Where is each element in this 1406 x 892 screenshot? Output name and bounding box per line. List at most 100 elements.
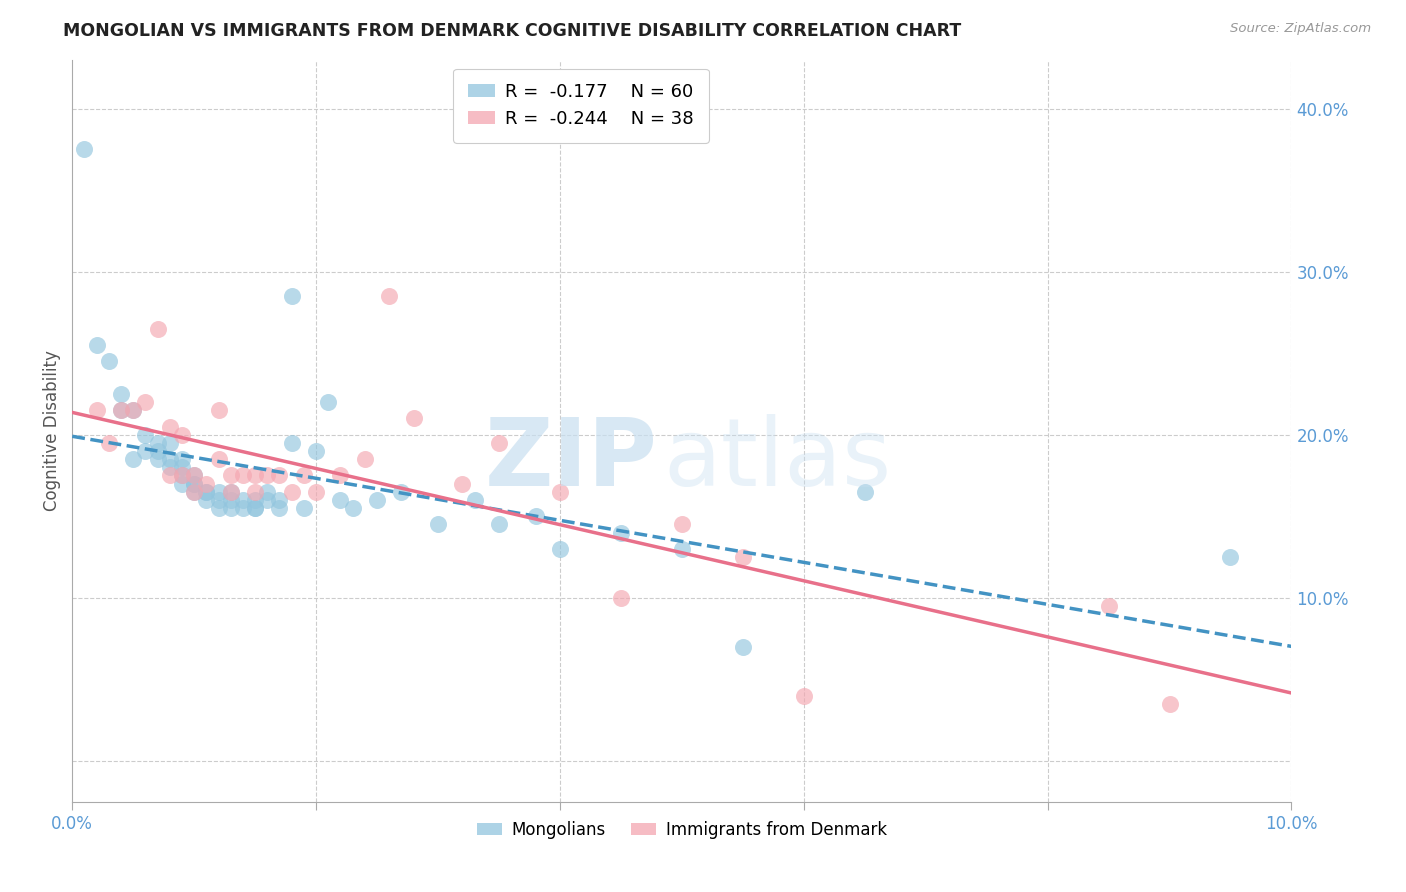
Text: ZIP: ZIP xyxy=(485,414,658,507)
Point xyxy=(292,468,315,483)
Point xyxy=(548,484,571,499)
Point xyxy=(329,468,352,483)
Point xyxy=(793,689,815,703)
Point xyxy=(243,484,266,499)
Point xyxy=(134,395,156,409)
Point xyxy=(146,435,169,450)
Point xyxy=(305,444,328,458)
Point xyxy=(183,468,205,483)
Point xyxy=(170,427,193,442)
Point xyxy=(110,387,132,401)
Point xyxy=(256,492,278,507)
Point xyxy=(207,492,229,507)
Point xyxy=(183,476,205,491)
Point xyxy=(146,452,169,467)
Point xyxy=(110,403,132,417)
Point xyxy=(159,460,181,475)
Point xyxy=(195,492,218,507)
Point xyxy=(256,468,278,483)
Point xyxy=(134,427,156,442)
Point xyxy=(269,501,291,516)
Point xyxy=(451,476,474,491)
Point xyxy=(183,468,205,483)
Point xyxy=(280,484,302,499)
Point xyxy=(292,501,315,516)
Point xyxy=(195,476,218,491)
Point xyxy=(73,142,96,156)
Point xyxy=(256,484,278,499)
Point xyxy=(342,501,364,516)
Text: atlas: atlas xyxy=(664,414,891,507)
Point xyxy=(524,509,547,524)
Point xyxy=(671,517,693,532)
Point xyxy=(316,395,339,409)
Point xyxy=(195,484,218,499)
Point xyxy=(146,444,169,458)
Point xyxy=(219,484,242,499)
Point xyxy=(488,517,510,532)
Point xyxy=(353,452,375,467)
Point xyxy=(402,411,425,425)
Point xyxy=(97,354,120,368)
Point xyxy=(219,501,242,516)
Point xyxy=(207,484,229,499)
Text: MONGOLIAN VS IMMIGRANTS FROM DENMARK COGNITIVE DISABILITY CORRELATION CHART: MONGOLIAN VS IMMIGRANTS FROM DENMARK COG… xyxy=(63,22,962,40)
Point xyxy=(610,591,633,605)
Point xyxy=(280,289,302,303)
Point xyxy=(122,403,145,417)
Point xyxy=(391,484,413,499)
Point xyxy=(146,321,169,335)
Point xyxy=(243,492,266,507)
Point xyxy=(170,452,193,467)
Point xyxy=(232,501,254,516)
Point xyxy=(170,460,193,475)
Point xyxy=(170,468,193,483)
Point xyxy=(183,484,205,499)
Point xyxy=(610,525,633,540)
Point xyxy=(159,468,181,483)
Point xyxy=(122,452,145,467)
Point xyxy=(731,640,754,654)
Point xyxy=(853,484,876,499)
Point xyxy=(243,468,266,483)
Point xyxy=(243,501,266,516)
Point xyxy=(671,541,693,556)
Point xyxy=(159,419,181,434)
Point xyxy=(183,484,205,499)
Point xyxy=(207,501,229,516)
Point xyxy=(134,444,156,458)
Point xyxy=(731,549,754,564)
Point xyxy=(280,435,302,450)
Y-axis label: Cognitive Disability: Cognitive Disability xyxy=(44,351,60,511)
Legend: Mongolians, Immigrants from Denmark: Mongolians, Immigrants from Denmark xyxy=(470,814,894,846)
Point xyxy=(243,501,266,516)
Point xyxy=(464,492,486,507)
Point xyxy=(195,484,218,499)
Point xyxy=(159,452,181,467)
Point xyxy=(378,289,401,303)
Point xyxy=(170,476,193,491)
Point xyxy=(207,403,229,417)
Point xyxy=(159,435,181,450)
Point xyxy=(232,492,254,507)
Point xyxy=(548,541,571,556)
Point xyxy=(329,492,352,507)
Point xyxy=(170,468,193,483)
Point xyxy=(219,468,242,483)
Point xyxy=(110,403,132,417)
Point xyxy=(1159,697,1181,711)
Point xyxy=(232,468,254,483)
Point xyxy=(86,403,108,417)
Point xyxy=(305,484,328,499)
Point xyxy=(219,484,242,499)
Point xyxy=(427,517,450,532)
Point xyxy=(219,492,242,507)
Point xyxy=(207,452,229,467)
Point xyxy=(366,492,388,507)
Point xyxy=(269,492,291,507)
Point xyxy=(122,403,145,417)
Point xyxy=(269,468,291,483)
Point xyxy=(86,338,108,352)
Point xyxy=(488,435,510,450)
Point xyxy=(1097,599,1119,613)
